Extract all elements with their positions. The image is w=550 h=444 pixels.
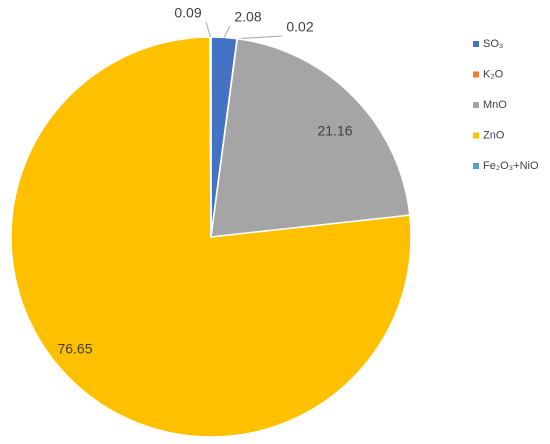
data-label: 0.02 — [286, 19, 313, 35]
leader-line — [237, 35, 283, 40]
legend-label: Fe₂O₃+NiO — [483, 160, 539, 172]
legend-swatch — [473, 41, 479, 47]
legend-label: ZnO — [483, 129, 505, 141]
legend-swatch — [473, 163, 479, 169]
legend-label: MnO — [483, 99, 507, 111]
pie-slice — [10, 36, 412, 438]
data-label: 0.09 — [174, 5, 201, 21]
legend-swatch — [473, 71, 479, 78]
legend-swatch — [473, 102, 479, 108]
legend-label: SO₃ — [483, 38, 503, 50]
pie-slice — [210, 37, 411, 238]
data-label: 2.08 — [234, 9, 261, 25]
leader-line — [205, 21, 211, 38]
leader-line — [223, 25, 231, 38]
legend-label: K₂O — [483, 68, 504, 80]
data-label: 21.16 — [317, 123, 352, 139]
legend-swatch — [473, 132, 479, 139]
data-label: 76.65 — [57, 341, 92, 357]
